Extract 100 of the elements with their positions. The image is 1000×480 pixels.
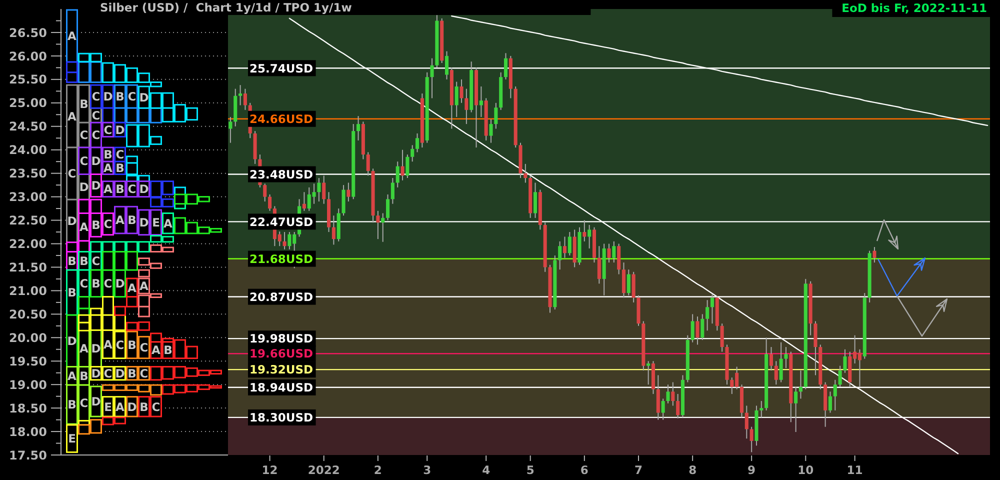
data-label: C	[128, 90, 136, 104]
candlestick	[406, 154, 410, 179]
data-label: C	[92, 254, 100, 268]
candlestick	[750, 426, 754, 453]
y-tick-label: 22.50	[9, 214, 47, 228]
candlestick	[366, 152, 370, 176]
data-label: C	[92, 90, 100, 104]
y-tick-label: 19.50	[9, 354, 47, 368]
candlestick	[632, 271, 636, 303]
data-label: C	[80, 128, 88, 142]
candlestick	[479, 86, 483, 118]
data-label: C	[116, 338, 124, 352]
data-label: D	[115, 276, 125, 291]
y-tick-label: 20.00	[9, 330, 47, 345]
candlestick	[396, 161, 400, 188]
candlestick	[582, 220, 586, 242]
candlestick	[744, 405, 748, 440]
candlestick	[700, 314, 704, 340]
candlestick	[710, 294, 714, 324]
x-tick-label: 11	[846, 463, 863, 477]
candlestick	[386, 194, 390, 221]
data-label: A	[104, 337, 113, 352]
data-label: E	[68, 432, 76, 446]
data-label: A	[164, 216, 173, 230]
candlestick	[838, 365, 842, 388]
candlestick	[322, 175, 326, 204]
candlestick	[720, 323, 724, 352]
data-label: A	[80, 220, 89, 234]
data-label: D	[103, 90, 113, 104]
data-label: B	[92, 276, 100, 291]
candlestick	[494, 102, 498, 130]
x-tick-label: 2	[374, 463, 382, 477]
candlestick	[504, 52, 508, 80]
data-label: E	[152, 216, 160, 230]
data-label: D	[127, 400, 137, 414]
data-label: D	[67, 334, 77, 348]
candlestick	[562, 236, 567, 258]
data-label: C	[80, 396, 88, 410]
data-label: C	[104, 276, 112, 291]
candlestick	[346, 182, 350, 202]
data-label: A	[116, 400, 125, 414]
x-tick-label: 12	[262, 463, 278, 477]
candlestick	[238, 84, 242, 106]
data-label: A	[68, 369, 77, 384]
y-tick-label: 18.00	[9, 424, 47, 439]
data-label: B	[68, 398, 76, 412]
candlestick	[228, 116, 232, 144]
candlestick	[400, 149, 404, 181]
x-tick-label: 4	[482, 463, 490, 477]
data-label: C	[140, 340, 148, 355]
data-label: C	[140, 366, 148, 380]
candlestick	[430, 58, 434, 99]
x-tick-label: 7	[634, 463, 643, 477]
candlestick	[558, 240, 562, 270]
data-label: B	[80, 254, 88, 268]
candlestick	[390, 178, 394, 204]
data-label: C	[92, 128, 100, 142]
candlestick	[833, 379, 837, 411]
candlestick	[464, 88, 468, 125]
y-tick-label: 23.50	[9, 166, 47, 181]
candlestick	[784, 346, 788, 369]
candlestick	[706, 300, 710, 332]
candlestick	[243, 88, 247, 110]
candlestick	[626, 269, 630, 296]
data-label: C	[128, 182, 136, 196]
data-label: B	[116, 182, 124, 196]
data-label: B	[68, 254, 76, 268]
candlestick	[568, 232, 572, 256]
candlestick	[769, 346, 773, 371]
data-label: D	[91, 342, 101, 356]
candlestick	[798, 370, 802, 400]
candlestick	[774, 360, 778, 386]
y-tick-label: 21.00	[9, 284, 47, 298]
data-label: B	[140, 400, 148, 414]
data-label: C	[104, 122, 112, 137]
y-tick-label: 22.00	[9, 237, 47, 252]
data-label: A	[104, 161, 113, 176]
data-label: D	[139, 216, 149, 230]
candlestick	[410, 144, 414, 162]
data-label: D	[91, 154, 101, 168]
x-tick-label: 10	[798, 463, 814, 477]
candlestick	[676, 393, 680, 419]
candlestick	[533, 182, 538, 218]
candlestick	[617, 243, 621, 275]
y-tick-label: 26.50	[9, 26, 47, 40]
data-label: A	[116, 213, 125, 228]
candlestick	[302, 192, 306, 212]
data-label: B	[116, 161, 124, 176]
candlestick	[760, 400, 764, 418]
data-label: A	[68, 29, 77, 44]
candlestick	[263, 183, 267, 202]
data-label: A	[104, 182, 113, 196]
data-label: B	[80, 369, 88, 384]
candlestick	[612, 240, 616, 264]
candlestick	[416, 132, 420, 153]
data-label: B	[128, 366, 136, 380]
candlestick	[794, 386, 798, 432]
candlestick	[454, 81, 458, 118]
data-label: C	[80, 276, 88, 291]
data-label: B	[104, 148, 112, 162]
